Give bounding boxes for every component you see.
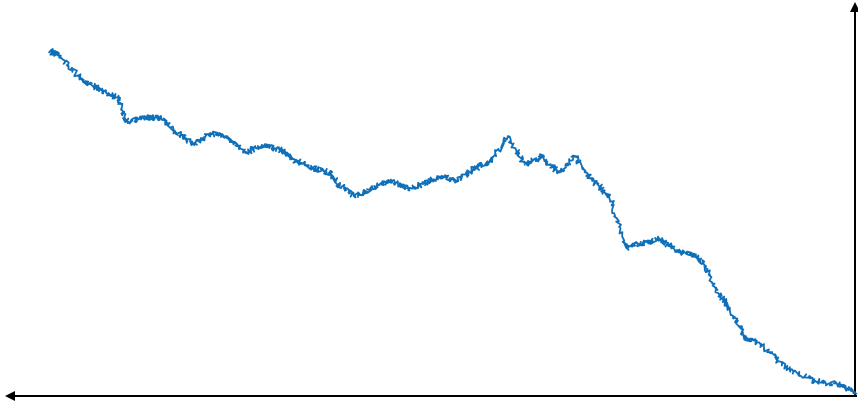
data-point xyxy=(244,152,247,154)
data-point xyxy=(210,132,213,135)
data-point xyxy=(354,195,357,198)
data-point xyxy=(625,246,628,248)
data-point xyxy=(676,250,678,252)
series-layer xyxy=(48,48,858,395)
x-axis-arrowhead xyxy=(5,391,15,401)
data-point xyxy=(854,391,856,393)
data-point xyxy=(837,383,839,386)
data-point xyxy=(176,132,179,135)
data-point xyxy=(811,379,814,382)
data-point xyxy=(337,183,340,186)
data-point xyxy=(506,136,509,139)
data-point xyxy=(142,116,145,119)
data-point xyxy=(472,167,475,170)
data-point xyxy=(159,116,162,119)
data-point xyxy=(57,54,60,56)
data-point xyxy=(456,179,458,182)
data-point xyxy=(642,242,645,245)
data-point xyxy=(744,336,746,339)
data-point xyxy=(523,163,526,166)
data-point xyxy=(591,179,594,182)
data-point xyxy=(125,120,128,123)
data-point xyxy=(100,89,103,92)
data-point xyxy=(227,136,230,139)
data-point xyxy=(760,344,763,346)
data-point xyxy=(422,183,424,186)
data-point xyxy=(693,254,695,256)
data-point xyxy=(557,171,560,174)
data-point xyxy=(49,50,52,52)
data-point xyxy=(371,187,374,190)
axes xyxy=(5,2,858,401)
data-point xyxy=(540,156,543,158)
data-point xyxy=(261,144,263,147)
data-point xyxy=(727,304,729,307)
data-point xyxy=(659,238,662,241)
data-point xyxy=(278,148,280,150)
data-point xyxy=(388,179,390,182)
data-point xyxy=(718,293,721,295)
data-point xyxy=(489,159,492,162)
data-point xyxy=(83,81,86,84)
data-point xyxy=(295,159,297,162)
data-point xyxy=(608,195,611,198)
data-point xyxy=(405,187,407,190)
data-point xyxy=(439,175,441,178)
data-point xyxy=(193,144,196,147)
data-point xyxy=(312,167,314,170)
y-axis-arrowhead xyxy=(850,2,858,12)
data-point xyxy=(574,156,577,158)
data-point xyxy=(329,171,331,174)
data-point xyxy=(117,97,119,99)
series-line-0 xyxy=(48,48,858,395)
data-point xyxy=(786,367,789,370)
data-point xyxy=(701,261,704,264)
